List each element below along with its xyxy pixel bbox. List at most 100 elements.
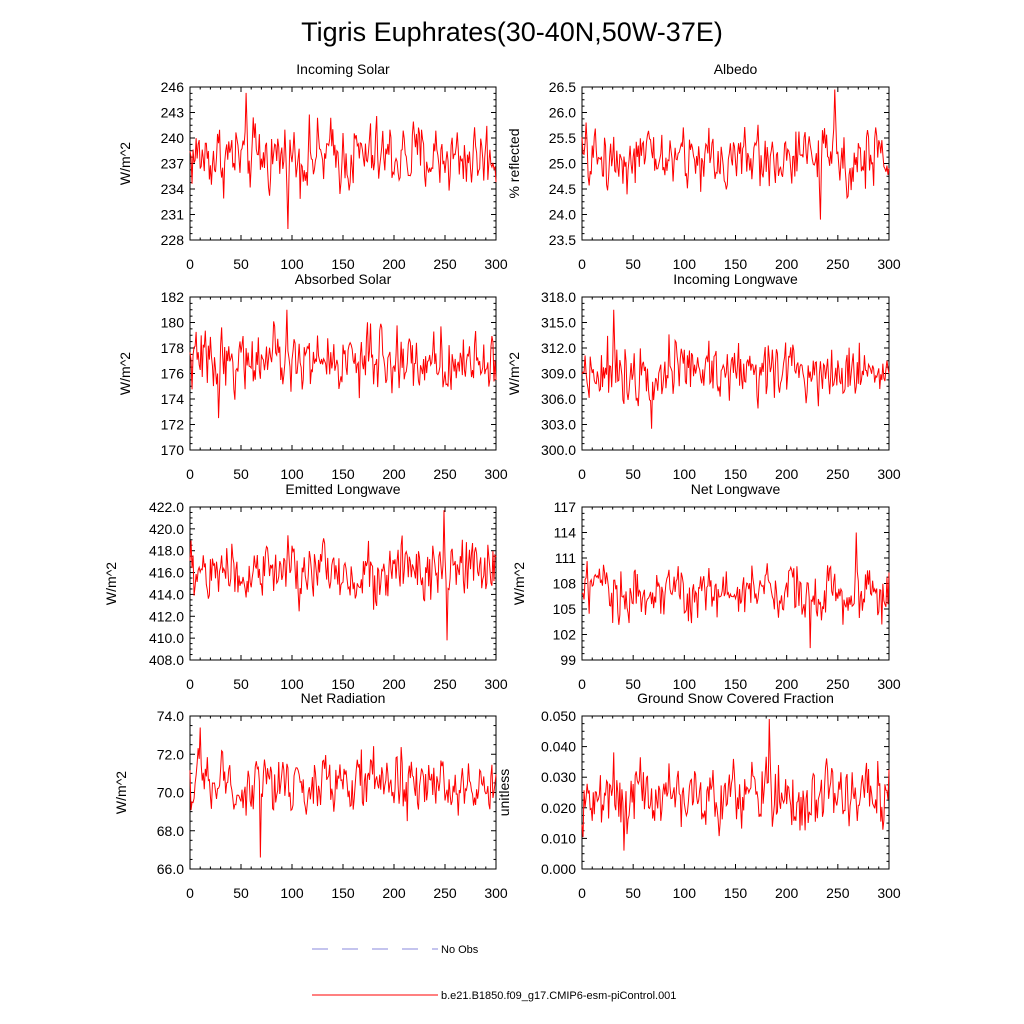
panel-absorbed-solar: Absorbed Solar 0 50 100 150 200 250 300 170 172 17…: [117, 271, 508, 482]
x-tick-label: 200: [382, 256, 406, 272]
x-tick-label: 0: [578, 256, 586, 272]
y-axis-label: W/m^2: [511, 562, 527, 605]
y-axis-label: W/m^2: [113, 771, 129, 814]
y-tick-label: 243: [161, 105, 185, 121]
x-tick-label: 200: [775, 256, 799, 272]
x-tick-label: 0: [578, 676, 586, 692]
panel-title: Ground Snow Covered Fraction: [637, 690, 834, 706]
y-axis-label: W/m^2: [117, 352, 133, 395]
x-tick-label: 50: [233, 676, 249, 692]
x-tick-label: 300: [877, 676, 901, 692]
x-tick-label: 200: [382, 885, 406, 901]
y-tick-label: 66.0: [157, 861, 184, 877]
series-line: [581, 89, 890, 220]
y-tick-label: 303.0: [541, 417, 576, 433]
y-tick-label: 306.0: [541, 391, 576, 407]
x-tick-label: 200: [775, 676, 799, 692]
x-tick-label: 0: [186, 885, 194, 901]
x-tick-label: 0: [186, 676, 194, 692]
x-tick-label: 250: [826, 256, 850, 272]
x-tick-label: 300: [484, 676, 508, 692]
panel-emitted-longwave: Emitted Longwave 0 50 100 150 200 250 300 408.0 4…: [103, 481, 508, 692]
panel-title: Net Longwave: [691, 481, 781, 497]
x-tick-label: 200: [382, 676, 406, 692]
y-tick-label: 234: [161, 181, 185, 197]
x-tick-label: 250: [433, 676, 457, 692]
x-tick-label: 50: [625, 885, 641, 901]
y-tick-label: 412.0: [149, 608, 184, 624]
x-tick-label: 250: [826, 676, 850, 692]
plot-frame: [581, 506, 890, 661]
y-tick-label: 72.0: [157, 746, 184, 762]
y-tick-label: 420.0: [149, 521, 184, 537]
panel-title: Incoming Solar: [296, 61, 390, 77]
series-line: [189, 727, 497, 858]
x-tick-label: 50: [625, 256, 641, 272]
y-tick-label: 70.0: [157, 785, 184, 801]
series-line: [189, 309, 497, 419]
x-tick-label: 50: [233, 466, 249, 482]
y-tick-label: 111: [555, 550, 576, 566]
y-tick-label: 315.0: [541, 315, 576, 331]
x-tick-label: 150: [331, 466, 355, 482]
y-tick-label: 170: [161, 442, 185, 458]
series-line: [581, 309, 890, 429]
y-tick-label: 0.040: [541, 739, 576, 755]
y-tick-label: 0.030: [541, 769, 576, 785]
x-tick-label: 100: [280, 256, 304, 272]
x-tick-label: 0: [578, 885, 586, 901]
panel-title: Emitted Longwave: [285, 481, 400, 497]
panel-title: Incoming Longwave: [673, 271, 798, 287]
x-tick-label: 50: [233, 885, 249, 901]
y-tick-label: 25.0: [549, 156, 576, 172]
x-tick-label: 0: [578, 466, 586, 482]
x-tick-label: 100: [673, 466, 697, 482]
y-tick-label: 23.5: [549, 232, 576, 248]
y-tick-label: 312.0: [541, 340, 576, 356]
x-tick-label: 150: [724, 676, 748, 692]
y-tick-label: 180: [161, 315, 185, 331]
x-tick-label: 50: [625, 676, 641, 692]
y-tick-label: 318.0: [541, 289, 576, 305]
x-tick-label: 100: [673, 885, 697, 901]
series-line: [581, 719, 890, 851]
y-tick-label: 246: [161, 79, 185, 95]
y-tick-label: 178: [161, 340, 185, 356]
y-tick-label: 102: [553, 627, 577, 643]
panel-ground-snow-covered-fraction: Ground Snow Covered Fraction 0 50 100 150 200…: [496, 690, 901, 901]
y-axis-label: W/m^2: [117, 142, 133, 185]
y-tick-label: 105: [553, 601, 577, 617]
legend-model-label: b.e21.B1850.f09_g17.CMIP6-esm-piControl.…: [441, 990, 676, 1002]
y-tick-label: 0.020: [541, 800, 576, 816]
y-tick-label: 416.0: [149, 565, 184, 581]
panel-albedo: Albedo 0 50 100 150 200 250 300 23.5 24.0 24.5 25.0…: [506, 61, 901, 272]
x-tick-label: 200: [775, 885, 799, 901]
y-tick-label: 182: [161, 289, 185, 305]
y-tick-label: 408.0: [149, 652, 184, 668]
x-tick-label: 150: [724, 466, 748, 482]
x-tick-label: 250: [433, 466, 457, 482]
y-axis-label: W/m^2: [103, 562, 119, 605]
x-tick-label: 200: [775, 466, 799, 482]
y-tick-label: 418.0: [149, 543, 184, 559]
panel-net-radiation: Net Radiation 0 50 100 150 200 250 300 66.0 68.0 7…: [113, 690, 508, 901]
y-tick-label: 26.5: [549, 79, 576, 95]
series-line: [581, 532, 890, 649]
y-tick-label: 0.050: [541, 708, 576, 724]
y-tick-label: 0.000: [541, 861, 576, 877]
x-tick-label: 100: [280, 466, 304, 482]
x-tick-label: 200: [382, 466, 406, 482]
x-tick-label: 250: [826, 885, 850, 901]
x-tick-label: 150: [331, 256, 355, 272]
x-tick-label: 100: [280, 885, 304, 901]
x-tick-label: 250: [826, 466, 850, 482]
panel-incoming-longwave: Incoming Longwave 0 50 100 150 200 250 300 300.0…: [506, 271, 901, 482]
series-line: [189, 92, 497, 229]
x-tick-label: 100: [280, 676, 304, 692]
y-axis-label: % reflected: [506, 128, 522, 198]
x-tick-label: 0: [186, 256, 194, 272]
y-tick-label: 108: [553, 576, 577, 592]
y-tick-label: 0.010: [541, 830, 576, 846]
y-tick-label: 114: [554, 525, 577, 541]
x-tick-label: 150: [724, 885, 748, 901]
